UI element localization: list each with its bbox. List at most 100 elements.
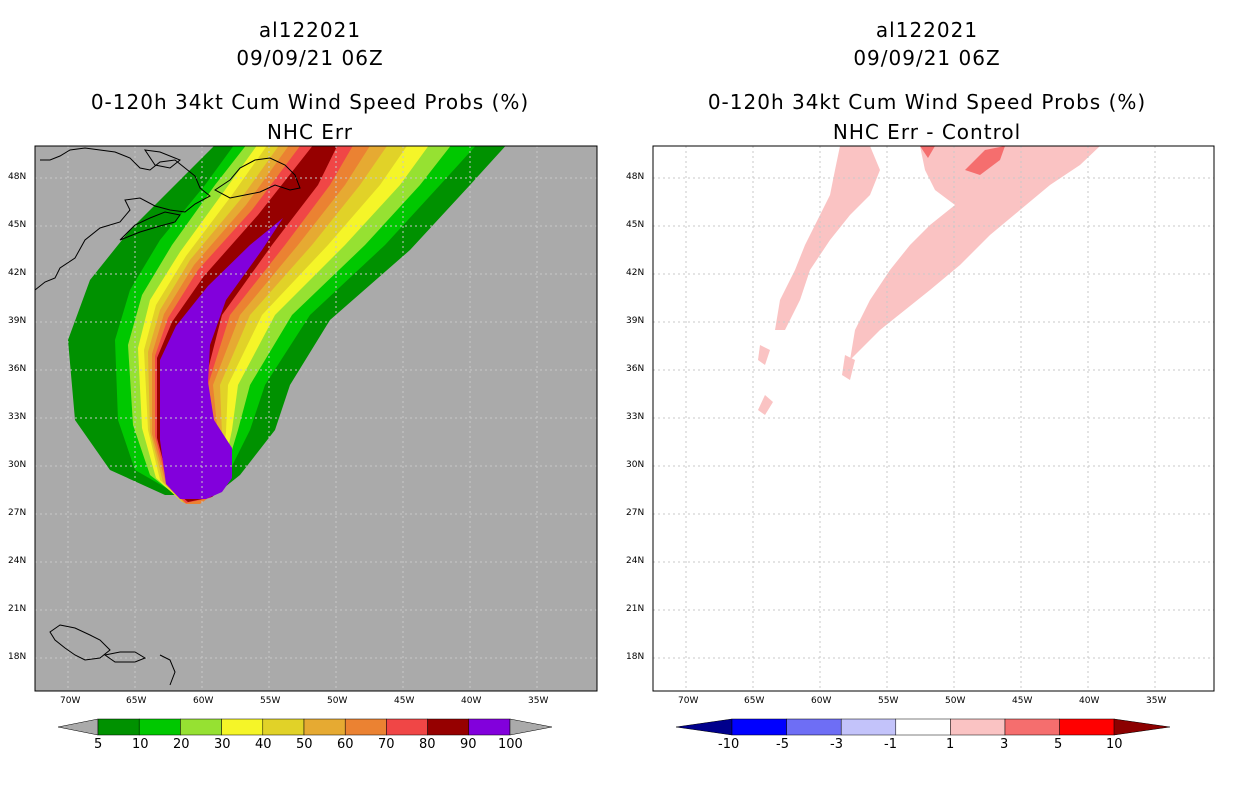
lon-label: 40W: [461, 696, 482, 706]
lon-label: 55W: [260, 696, 281, 706]
colorbar-label: -5: [776, 737, 789, 752]
colorbar-label: 20: [173, 737, 190, 752]
colorbar-label: -1: [884, 737, 897, 752]
left-colorbar-over-arrow: [509, 718, 553, 736]
colorbar-label: 100: [498, 737, 523, 752]
lat-label: 48N: [8, 172, 27, 182]
colorbar-label: 10: [132, 737, 149, 752]
diff-area-3-to-5-b: [920, 146, 935, 158]
lat-label: 24N: [626, 556, 645, 566]
diff-area-1-to-3-a: [775, 146, 880, 330]
lon-label: 60W: [193, 696, 214, 706]
lat-label: 18N: [626, 652, 645, 662]
lat-label: 45N: [626, 220, 645, 230]
lon-label: 45W: [1012, 696, 1033, 706]
lon-label: 70W: [60, 696, 81, 706]
colorbar-swatch: [427, 718, 470, 736]
prob-band-20: [128, 146, 451, 497]
lat-label: 42N: [626, 268, 645, 278]
left-title-time: 09/09/21 06Z: [236, 46, 384, 70]
prob-band-50: [148, 146, 387, 503]
lon-label: 70W: [678, 696, 699, 706]
colorbar-swatch: [950, 718, 1006, 736]
left-colorbar-boxes: [97, 718, 511, 736]
right-colorbar-boxes: [731, 718, 1115, 736]
prob-band-30: [138, 146, 429, 500]
left-graticule: [35, 146, 597, 691]
prob-band-5: [68, 146, 506, 495]
left-title-product: 0-120h 34kt Cum Wind Speed Probs (%): [90, 90, 530, 114]
colorbar-swatch: [221, 718, 264, 736]
left-title-subtitle: NHC Err: [266, 120, 354, 144]
diff-area-1-to-3-d: [758, 395, 773, 415]
colorbar-swatch: [1004, 718, 1060, 736]
colorbar-label: 5: [94, 737, 103, 752]
right-title-product: 0-120h 34kt Cum Wind Speed Probs (%): [707, 90, 1147, 114]
lat-label: 27N: [626, 508, 645, 518]
colorbar-swatch: [262, 718, 305, 736]
lon-label: 50W: [327, 696, 348, 706]
lon-label: 55W: [878, 696, 899, 706]
colorbar-label: 30: [214, 737, 231, 752]
right-map-frame: [652, 145, 1215, 692]
lon-label: 35W: [528, 696, 549, 706]
colorbar-swatch: [97, 718, 140, 736]
lat-label: 21N: [626, 604, 645, 614]
colorbar-label: 90: [460, 737, 477, 752]
colorbar-label: -3: [830, 737, 843, 752]
colorbar-swatch: [344, 718, 387, 736]
lat-label: 27N: [8, 508, 27, 518]
left-coastline: [35, 147, 301, 686]
left-map-background: [35, 146, 597, 691]
lat-label: 48N: [626, 172, 645, 182]
colorbar-swatch: [786, 718, 842, 736]
lat-label: 39N: [626, 316, 645, 326]
prob-band-10: [115, 146, 476, 493]
colorbar-swatch: [386, 718, 428, 736]
left-map-frame: [34, 145, 598, 692]
right-colorbar-under-arrow: [675, 718, 733, 736]
lat-label: 24N: [8, 556, 27, 566]
left-title-storm: al122021: [258, 18, 362, 42]
prob-band-40: [144, 146, 407, 502]
lat-label: 33N: [8, 412, 27, 422]
colorbar-label: 5: [1054, 737, 1063, 752]
prob-band-80: [157, 146, 338, 502]
colorbar-swatch: [180, 718, 222, 736]
lat-label: 42N: [8, 268, 27, 278]
lon-label: 35W: [1146, 696, 1167, 706]
colorbar-swatch: [1059, 718, 1115, 736]
diff-area-1-to-3-e: [842, 355, 855, 380]
lon-label: 65W: [744, 696, 765, 706]
colorbar-label: 80: [419, 737, 436, 752]
colorbar-label: 70: [378, 737, 395, 752]
diff-area-3-to-5: [965, 146, 1005, 175]
diff-area-1-to-3-c: [758, 345, 770, 365]
right-map-background: [653, 146, 1214, 691]
lat-label: 33N: [626, 412, 645, 422]
colorbar-label: 10: [1106, 737, 1123, 752]
colorbar-swatch: [840, 718, 897, 736]
right-coastline: [653, 148, 918, 685]
colorbar-swatch: [138, 718, 181, 736]
right-difference-field: [758, 146, 1100, 415]
lon-label: 45W: [394, 696, 415, 706]
colorbar-label: 60: [337, 737, 354, 752]
right-colorbar-over-arrow: [1113, 718, 1171, 736]
colorbar-label: 40: [255, 737, 272, 752]
lat-label: 21N: [8, 604, 27, 614]
colorbar-swatch: [731, 718, 787, 736]
lat-label: 45N: [8, 220, 27, 230]
colorbar-label: -10: [718, 737, 740, 752]
colorbar-label: 1: [946, 737, 955, 752]
colorbar-swatch: [303, 718, 346, 736]
lat-label: 36N: [626, 364, 645, 374]
lon-label: 50W: [945, 696, 966, 706]
left-colorbar-under-arrow: [57, 718, 99, 736]
lon-label: 65W: [126, 696, 147, 706]
right-graticule: [653, 146, 1214, 691]
prob-band-60: [152, 146, 370, 504]
lat-label: 30N: [626, 460, 645, 470]
lon-label: 40W: [1079, 696, 1100, 706]
lat-label: 18N: [8, 652, 27, 662]
